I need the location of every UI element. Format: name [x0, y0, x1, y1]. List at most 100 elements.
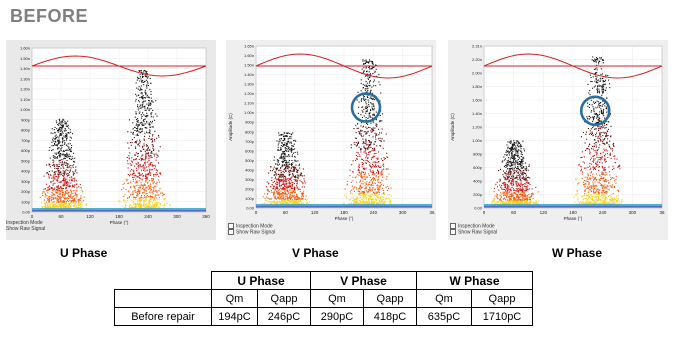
y-tick-label: 100p [245, 196, 255, 201]
u-phase-plot-svg: 0.00 100p 200p 300p 400p 500p 600p 700p 800p 900p… [20, 46, 210, 226]
y-tick-label: 2.20n [472, 57, 482, 62]
y-tick-label: 1.60n [20, 46, 30, 51]
y-tick-label: 1.60n [472, 98, 482, 103]
x-tick-label: 240 [370, 210, 378, 215]
x-tick-label: 120 [311, 210, 319, 215]
x-axis-label: Phase (°) [564, 216, 583, 221]
v-show-raw-signal-checkbox[interactable] [228, 229, 234, 236]
w-show-raw-signal-label: Show Raw Signal [458, 229, 498, 236]
x-tick-label: 360 [202, 214, 210, 219]
y-tick-label: 1.20n [472, 125, 482, 130]
x-tick-label: 300 [399, 210, 407, 215]
y-tick-label: 1.65n [244, 44, 254, 49]
table-phase-header-row: U Phase V Phase W Phase [114, 271, 533, 290]
y-tick-label: 1.00n [20, 107, 30, 112]
table-cell-u-qapp: 246pC [257, 307, 311, 326]
v-phase-prpd-chart: 0.00 100p 200p 300p 400p 500p 600p 700p 800p 900p… [226, 40, 436, 240]
table-corner-cell [114, 271, 212, 290]
v-show-raw-signal-row: Show Raw Signal [228, 229, 276, 236]
y-tick-label: 400p [245, 167, 255, 172]
x-tick-label: 300 [173, 214, 181, 219]
w-inspection-mode-checkbox[interactable] [450, 223, 456, 229]
y-tick-label: 0.00 [22, 210, 31, 215]
w-mode-options: Inspection Mode Show Raw Signal [450, 223, 497, 236]
y-tick-label: 200p [473, 192, 483, 197]
y-tick-label: 600p [245, 148, 255, 153]
y-tick-label: 300p [21, 179, 31, 184]
table-row-label: Before repair [114, 307, 212, 326]
baseline-band [32, 210, 206, 212]
y-tick-label: 1.10n [244, 101, 254, 106]
table-cell-u-qm: 194pC [211, 307, 258, 326]
u-mode-options: Inspection Mode Show Raw Signal [6, 220, 45, 232]
v-inspection-mode-row: Inspection Mode [228, 223, 275, 229]
y-tick-label: 1.00n [472, 138, 482, 143]
y-tick-label: 800p [245, 129, 255, 134]
y-tick-label: 1.10n [20, 97, 30, 102]
baseline-band [32, 208, 206, 210]
baseline-band [256, 204, 432, 206]
table-sub-header: Qm [211, 289, 258, 308]
y-tick-label: 100p [21, 199, 31, 204]
pd-results-table: U Phase V Phase W Phase Qm Qapp Qm Qapp … [114, 271, 533, 326]
highlight-circle [579, 95, 611, 127]
v-inspection-mode-label: Inspection Mode [236, 223, 273, 230]
y-tick-label: 2.00n [472, 71, 482, 76]
x-tick-label: 0 [31, 214, 34, 219]
y-tick-label: 1.80n [472, 84, 482, 89]
table-header-u-phase: U Phase [211, 271, 311, 290]
table-sub-header: Qapp [257, 289, 311, 308]
y-tick-label: 1.50n [20, 56, 30, 61]
v-phase-plot-svg: 0.00 100p 200p 300p 400p 500p 600p 700p 800p 900p… [228, 44, 435, 222]
x-tick-label: 180 [340, 210, 348, 215]
y-tick-label: 200p [245, 186, 255, 191]
y-tick-label: 600p [21, 148, 31, 153]
x-tick-label: 300 [629, 210, 637, 215]
page-heading: BEFORE [10, 6, 89, 26]
x-tick-label: 0 [483, 210, 486, 215]
y-tick-label: 0.00 [474, 206, 483, 211]
x-tick-label: 36 [659, 210, 665, 215]
pd-scatter [37, 69, 171, 211]
v-inspection-mode-checkbox[interactable] [228, 223, 234, 229]
x-tick-label: 60 [511, 210, 517, 215]
x-tick-label: 36 [429, 210, 435, 215]
v-show-raw-signal-label: Show Raw Signal [236, 229, 276, 236]
x-axis-label: Phase (°) [110, 220, 129, 225]
y-tick-label: 1.40n [244, 72, 254, 77]
y-tick-label: 1.40n [20, 66, 30, 71]
table-sub-header: Qm [310, 289, 364, 308]
u-phase-prpd-chart: 0.00 100p 200p 300p 400p 500p 600p 700p 800p 900p… [6, 40, 216, 240]
y-tick-label: 900p [245, 120, 255, 125]
y-tick-label: 600p [473, 165, 483, 170]
baseline-band [484, 204, 662, 206]
x-tick-label: 120 [86, 214, 94, 219]
y-tick-label: 300p [245, 177, 255, 182]
u-phase-caption: U Phase [60, 246, 108, 260]
y-tick-label: 0.00 [246, 206, 255, 211]
table-header-w-phase: W Phase [416, 271, 533, 290]
table-sub-header: Qapp [471, 289, 533, 308]
x-tick-label: 0 [255, 210, 258, 215]
v-mode-options: Inspection Mode Show Raw Signal [228, 223, 275, 236]
y-tick-label: 1.00n [244, 110, 254, 115]
y-tick-label: 800p [21, 128, 31, 133]
y-tick-label: 800p [473, 152, 483, 157]
table-cell-v-qapp: 418pC [363, 307, 417, 326]
u-inspection-mode-label: Inspection Mode [6, 220, 43, 226]
v-phase-caption: V Phase [292, 246, 339, 260]
y-tick-label: 2.31n [472, 44, 482, 49]
y-axis-label: Amplitude (C) [450, 113, 455, 141]
x-tick-label: 180 [569, 210, 577, 215]
table-sub-header-row: Qm Qapp Qm Qapp Qm Qapp [114, 289, 533, 308]
table-blank-cell [114, 289, 212, 308]
w-phase-plot-svg: 0.00 200p 400p 600p 800p 1.00n 1.20n 1.40n 1.60n… [450, 44, 665, 222]
y-tick-label: 700p [21, 138, 31, 143]
pd-scatter [262, 59, 395, 207]
x-tick-label: 240 [599, 210, 607, 215]
y-tick-label: 500p [21, 158, 31, 163]
x-tick-label: 120 [540, 210, 548, 215]
highlight-circle [350, 92, 382, 123]
w-show-raw-signal-checkbox[interactable] [450, 229, 456, 236]
y-tick-label: 900p [21, 117, 31, 122]
